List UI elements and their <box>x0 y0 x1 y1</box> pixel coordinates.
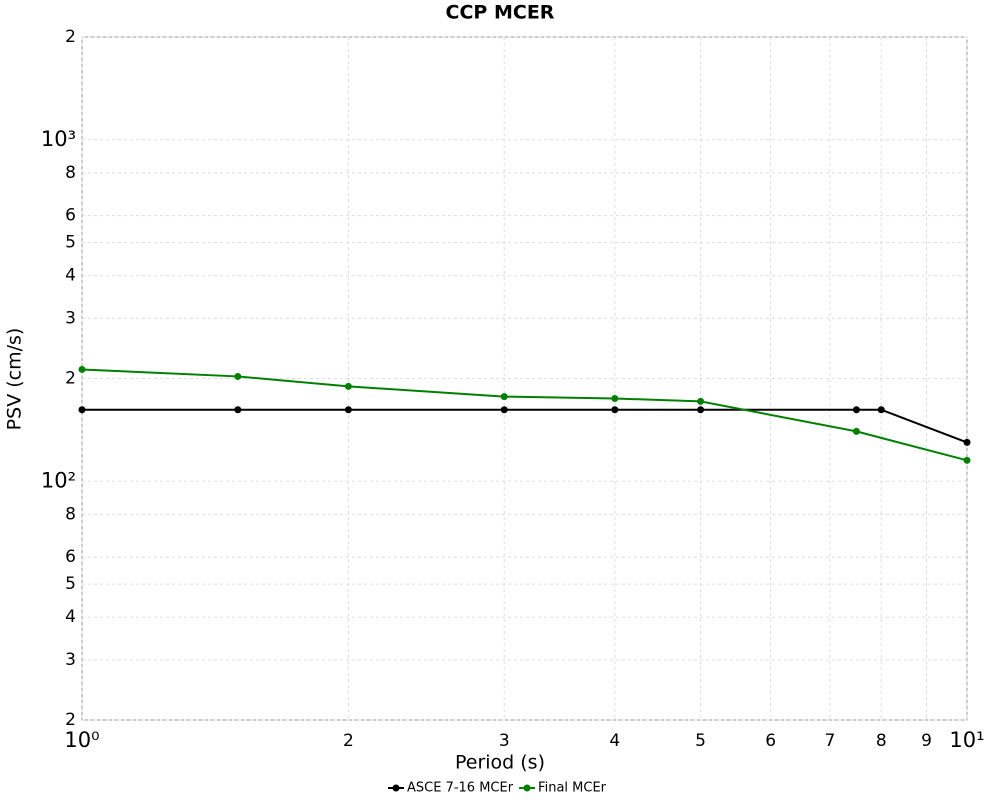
point <box>852 427 860 435</box>
point <box>963 456 971 464</box>
y-tick-label: 2 <box>65 710 76 730</box>
point <box>963 438 971 446</box>
point <box>500 393 508 401</box>
point <box>697 406 705 414</box>
y-tick-label: 3 <box>65 650 76 670</box>
y-axis-label: PSV (cm/s) <box>4 328 26 431</box>
y-tick-label: 5 <box>65 233 76 253</box>
y-tick-label: 8 <box>65 163 76 183</box>
point <box>500 406 508 414</box>
line <box>81 368 968 462</box>
y-tick-label: 4 <box>65 266 76 286</box>
legend-label: Final MCEr <box>538 781 607 796</box>
legend: ASCE 7-16 MCEr Final MCEr <box>387 781 607 796</box>
y-tick-label: 10³ <box>41 127 76 151</box>
point <box>234 406 242 414</box>
point <box>344 382 352 390</box>
x-axis-label: Period (s) <box>455 752 545 774</box>
legend-marker <box>392 784 400 792</box>
y-tick-label: 4 <box>65 607 76 627</box>
y-tick-label: 6 <box>65 206 76 226</box>
plot-area <box>81 36 968 721</box>
y-tick-label: 10² <box>41 468 76 492</box>
legend-marker <box>523 784 531 792</box>
x-tick-label: 6 <box>765 731 776 751</box>
point <box>611 406 619 414</box>
point <box>344 406 352 414</box>
point <box>611 394 619 402</box>
x-tick-label: 10⁰ <box>64 728 99 752</box>
y-tick-label: 2 <box>65 27 76 47</box>
point <box>852 406 860 414</box>
legend-label: ASCE 7-16 MCEr <box>407 781 514 796</box>
point <box>697 397 705 405</box>
point <box>78 365 86 373</box>
point <box>877 406 885 414</box>
x-tick-label: 3 <box>499 731 510 751</box>
y-tick-label: 3 <box>65 308 76 328</box>
point <box>234 372 242 380</box>
point <box>78 406 86 414</box>
y-tick-label: 8 <box>65 504 76 524</box>
x-tick-label: 10¹ <box>949 728 984 752</box>
y-tick-label: 5 <box>65 574 76 594</box>
x-tick-label: 4 <box>609 731 620 751</box>
x-tick-label: 8 <box>876 731 887 751</box>
chart-title: CCP MCER <box>446 2 555 24</box>
x-tick-label: 2 <box>343 731 354 751</box>
x-tick-label: 9 <box>921 731 932 751</box>
x-tick-label: 5 <box>695 731 706 751</box>
x-tick-label: 7 <box>824 731 835 751</box>
y-tick-label: 2 <box>65 369 76 389</box>
y-tick-label: 6 <box>65 547 76 567</box>
